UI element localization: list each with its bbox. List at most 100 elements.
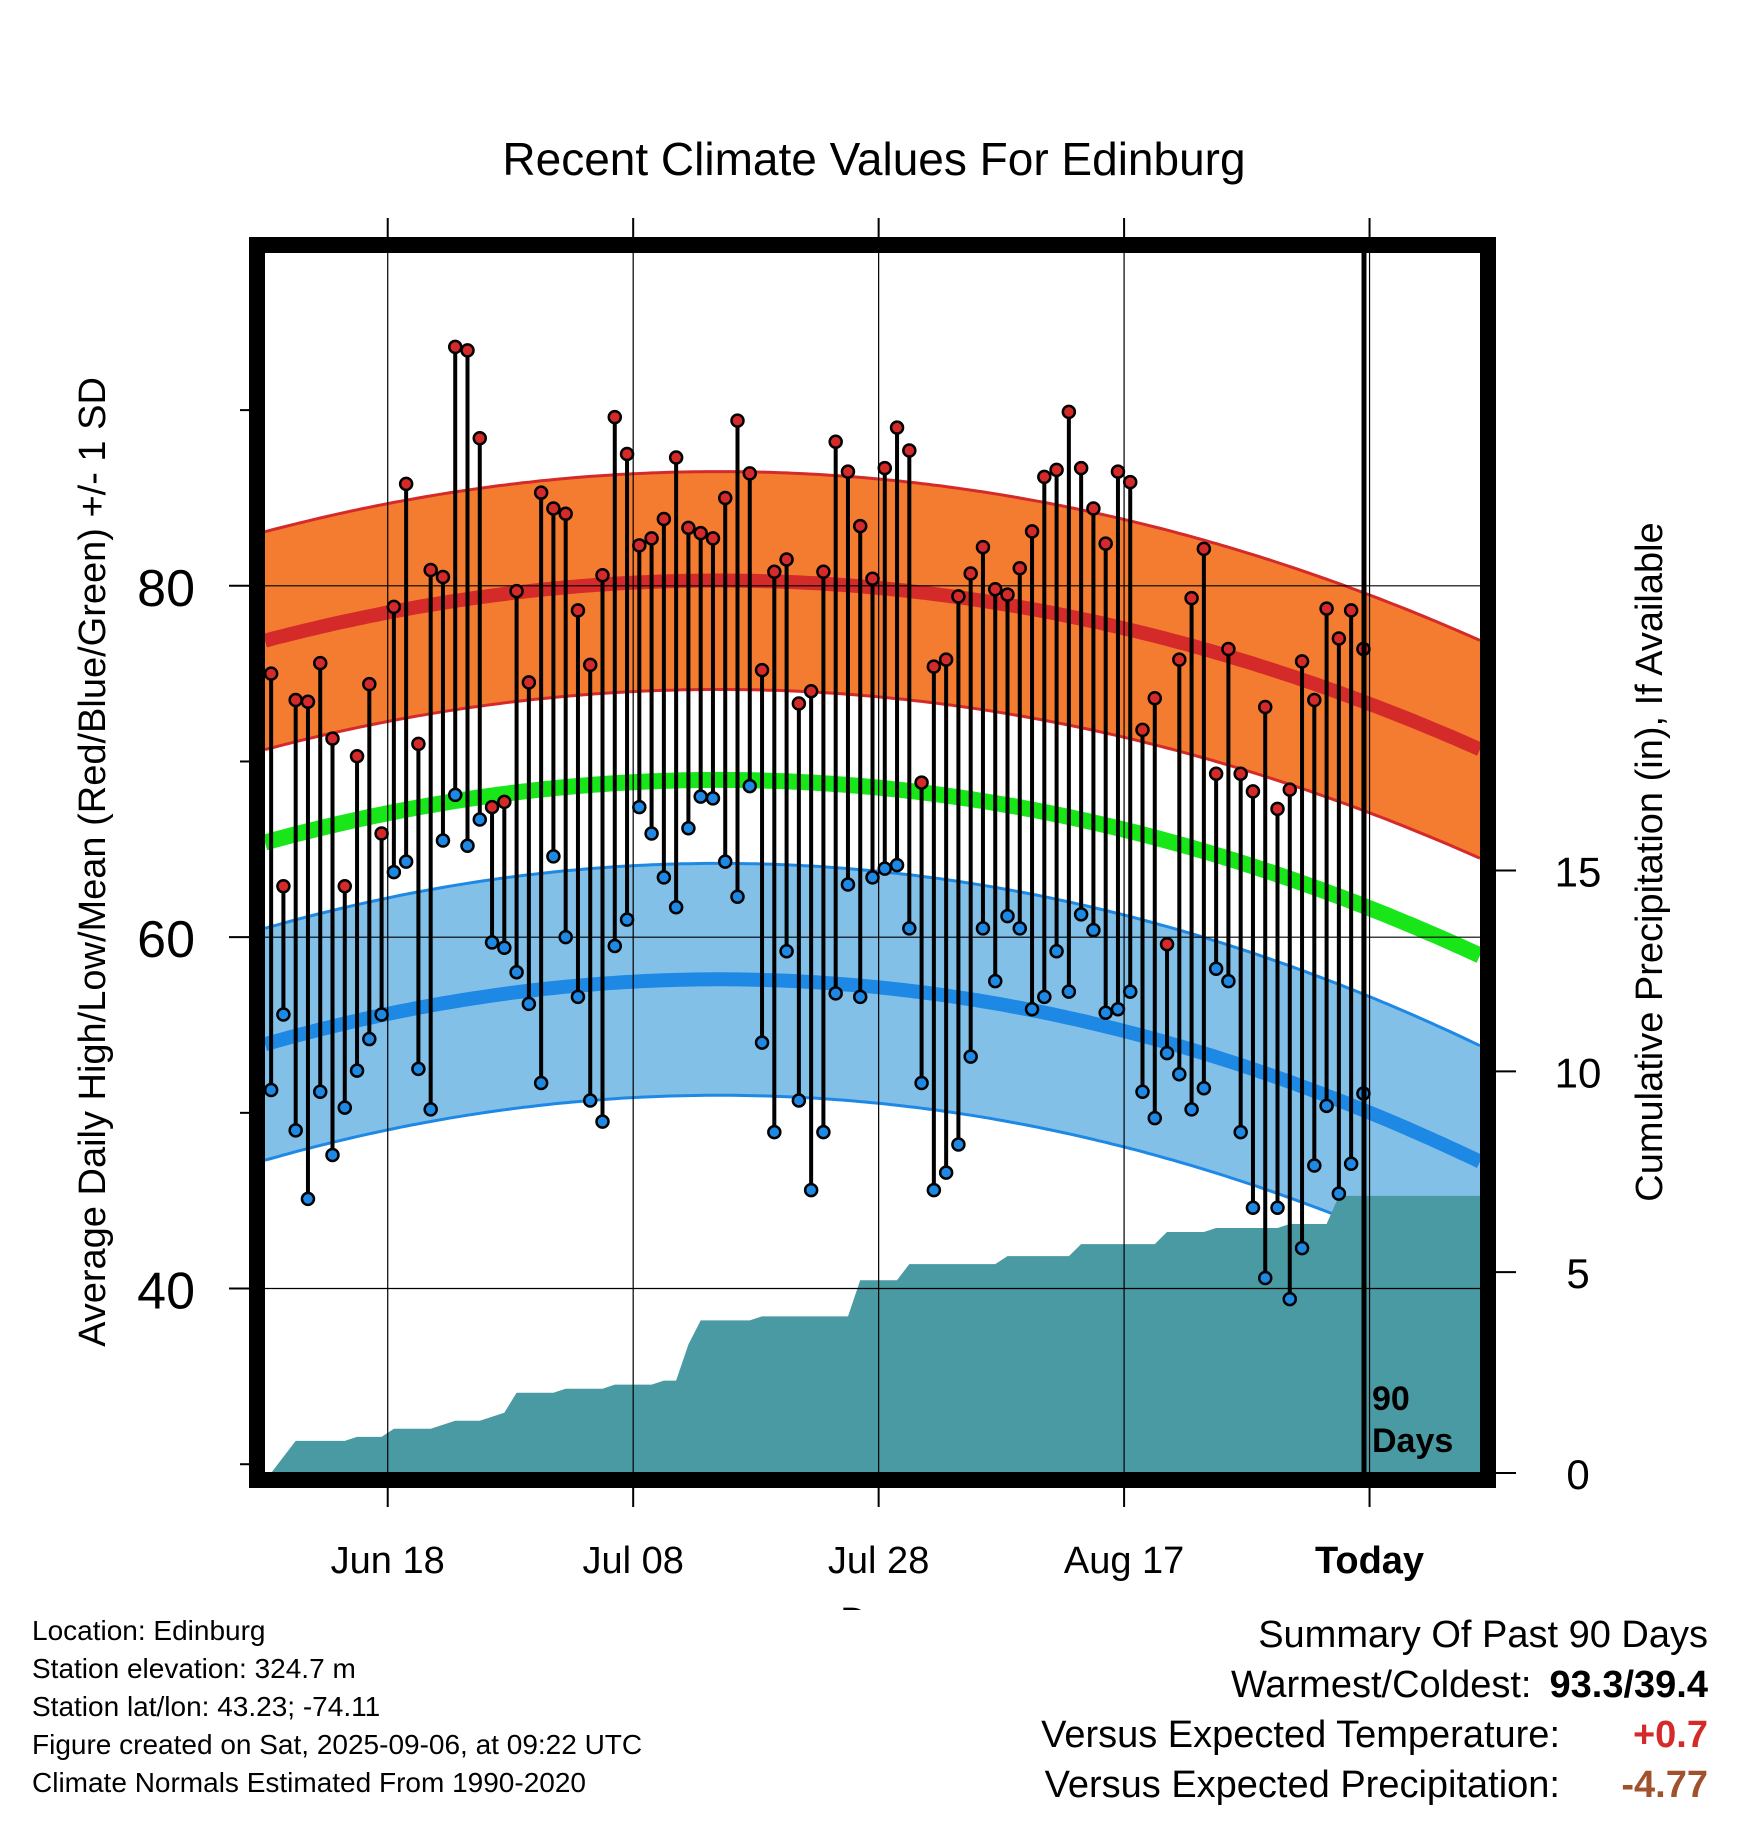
low-point-76: [1196, 1081, 1212, 1096]
extremes-slash: /: [1623, 1664, 1635, 1706]
y2-tick-label-15: 15: [1555, 849, 1602, 896]
high-point-61: [1012, 560, 1028, 576]
high-point-23: [546, 501, 561, 516]
high-point-27: [595, 568, 610, 583]
low-point-62: [1024, 1001, 1040, 1017]
high-point-19: [497, 794, 512, 810]
low-point-69: [1110, 1001, 1126, 1017]
high-point-21: [521, 675, 537, 690]
high-point-31: [644, 531, 659, 546]
extremes-label: Warmest/Coldest:: [1230, 1664, 1532, 1706]
high-point-72: [1147, 690, 1163, 706]
low-point-18: [484, 935, 500, 950]
x-tick-label-3: Aug 17: [1064, 1540, 1184, 1582]
low-point-41: [767, 1124, 782, 1140]
high-point-73: [1159, 936, 1175, 952]
elevation-text: Station elevation: 324.7 m: [32, 1653, 356, 1684]
low-point-55: [938, 1165, 954, 1180]
high-point-79: [1233, 766, 1248, 782]
high-point-4: [312, 655, 328, 671]
high-point-52: [902, 443, 917, 458]
high-point-47: [840, 464, 856, 479]
low-normal-band: [265, 863, 1480, 1278]
days-annotation-part-0: 90: [1372, 1380, 1410, 1418]
high-point-40: [754, 662, 770, 678]
low-point-59: [987, 973, 1003, 989]
y2-tick-label-10: 10: [1555, 1049, 1602, 1096]
low-point-71: [1135, 1084, 1150, 1100]
high-point-53: [914, 775, 929, 790]
low-point-54: [926, 1182, 942, 1198]
high-point-64: [1049, 462, 1064, 478]
low-point-13: [423, 1102, 438, 1117]
low-point-36: [705, 791, 721, 806]
high-point-57: [963, 566, 978, 581]
low-point-1: [276, 1007, 291, 1022]
chart-title: Recent Climate Values For Edinburg: [502, 133, 1245, 185]
high-point-62: [1024, 524, 1040, 539]
high-point-81: [1257, 699, 1273, 715]
y2-tick-label-0: 0: [1566, 1451, 1589, 1498]
low-point-57: [963, 1049, 978, 1064]
high-point-1: [276, 878, 291, 894]
location-text: Location: Edinburg: [32, 1615, 266, 1646]
high-point-76: [1196, 541, 1212, 557]
low-point-0: [263, 1082, 279, 1098]
low-point-4: [312, 1084, 328, 1100]
high-point-77: [1208, 766, 1224, 782]
high-point-43: [791, 696, 807, 711]
temp-row: Versus Expected Temperature: +0.7: [1041, 1710, 1708, 1760]
high-point-36: [705, 531, 721, 546]
high-point-29: [619, 446, 635, 462]
low-point-88: [1343, 1156, 1359, 1172]
warmest-value: 93.3: [1549, 1664, 1624, 1706]
low-point-42: [779, 943, 794, 959]
low-point-17: [472, 812, 488, 827]
high-point-28: [607, 409, 623, 425]
x-axis-label: Day: [840, 1601, 908, 1610]
low-point-16: [460, 838, 475, 854]
low-point-61: [1012, 921, 1028, 936]
high-point-16: [460, 343, 475, 358]
high-point-78: [1221, 641, 1236, 657]
high-point-71: [1135, 722, 1150, 738]
high-point-46: [828, 434, 843, 449]
high-point-26: [582, 657, 598, 673]
climate-chart: Recent Climate Values For Edinburg 90 Day…: [72, 133, 1671, 1610]
high-point-59: [987, 582, 1003, 597]
x-tick-label-1: Jul 08: [582, 1540, 683, 1582]
low-point-81: [1257, 1270, 1273, 1286]
y2-axis-label: Cumulative Precipitation (in), If Availa…: [1629, 522, 1671, 1201]
axes: Jun 18 Jul 08 Jul 28 Aug 17 Today 40 60 80 0 5 10 1…: [137, 218, 1601, 1582]
high-point-65: [1061, 404, 1077, 420]
low-point-14: [435, 833, 451, 848]
y-tick-label-60: 60: [137, 911, 195, 969]
high-point-68: [1098, 536, 1113, 551]
days-annotation-part-1: Days: [1372, 1422, 1453, 1460]
high-point-45: [816, 564, 831, 579]
high-point-87: [1331, 631, 1347, 646]
low-point-73: [1159, 1045, 1175, 1061]
precip-label: Versus Expected Precipitation:: [1044, 1764, 1560, 1806]
low-point-67: [1086, 922, 1101, 938]
precip-fill: [271, 1195, 1481, 1473]
y-axis-label: Average Daily High/Low/Mean (Red/Blue/Gr…: [72, 377, 114, 1347]
low-point-26: [582, 1093, 598, 1108]
high-point-34: [681, 520, 696, 536]
temp-label: Versus Expected Temperature:: [1041, 1714, 1560, 1756]
low-point-5: [325, 1147, 340, 1163]
low-point-11: [398, 854, 414, 869]
high-point-44: [803, 683, 819, 699]
daily-points: [263, 339, 1371, 1307]
low-point-39: [742, 778, 758, 794]
high-point-54: [926, 659, 942, 674]
low-point-78: [1221, 973, 1236, 989]
low-point-24: [558, 929, 573, 945]
high-point-41: [767, 564, 782, 579]
low-point-35: [693, 789, 708, 804]
low-point-34: [681, 820, 696, 836]
high-point-5: [325, 731, 340, 746]
low-point-27: [595, 1114, 610, 1129]
summary-heading: Summary Of Past 90 Days: [1258, 1614, 1708, 1656]
y2-tick-label-5: 5: [1566, 1250, 1589, 1297]
